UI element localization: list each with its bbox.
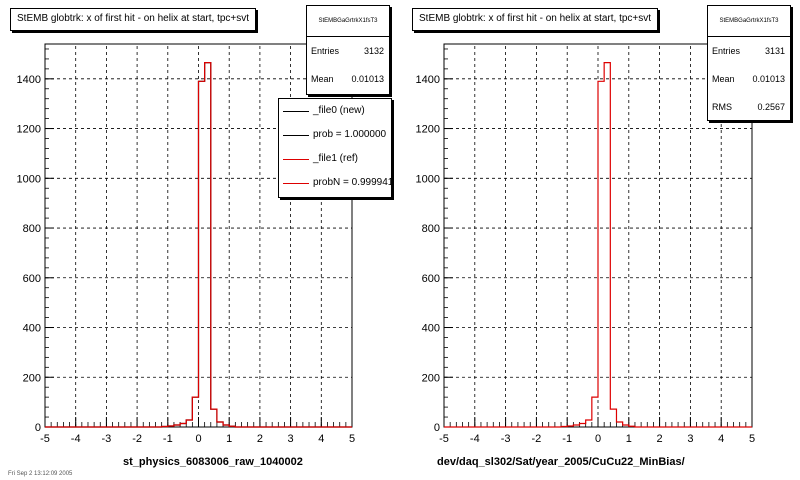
left-stats-entries-value: 3132 bbox=[363, 46, 384, 56]
left-stats-box: StEMBGaGrtrkX1fsT3 Entries 3132 Mean 0.0… bbox=[306, 5, 390, 95]
left-x-tick-label: 1 bbox=[226, 433, 232, 445]
left-legend: _file0 (new) prob = 1.000000 _file1 (ref… bbox=[278, 98, 392, 198]
legend-swatch-black bbox=[283, 135, 309, 136]
right-x-tick-label: -2 bbox=[532, 433, 542, 445]
timestamp-text: Fri Sep 2 13:12:09 2005 bbox=[8, 471, 73, 477]
left-x-tick-label: -1 bbox=[163, 433, 173, 445]
legend-entry-probn: probN = 0.999941 bbox=[279, 171, 391, 195]
right-x-tick-label: 2 bbox=[657, 433, 663, 445]
right-stats-mean-row: Mean 0.01013 bbox=[708, 65, 790, 93]
left-stats-mean-label: Mean bbox=[311, 74, 334, 84]
left-y-tick-label: 600 bbox=[23, 273, 41, 285]
legend-label-file1: _file1 (ref) bbox=[313, 153, 359, 164]
left-y-tick-label: 1000 bbox=[17, 173, 41, 185]
right-x-tick-label: 3 bbox=[687, 433, 693, 445]
right-stats-entries-row: Entries 3131 bbox=[708, 37, 790, 65]
left-x-tick-label: 5 bbox=[349, 433, 355, 445]
left-x-tick-label: -5 bbox=[40, 433, 50, 445]
left-histogram-line-_file1 (ref) bbox=[45, 62, 352, 428]
right-x-tick-label: -3 bbox=[501, 433, 511, 445]
right-stats-box: StEMBGaGrtrkX1fsT3 Entries 3131 Mean 0.0… bbox=[707, 5, 791, 121]
right-histogram-title: StEMB globtrk: x of first hit - on helix… bbox=[412, 8, 659, 31]
legend-entry-prob: prob = 1.000000 bbox=[279, 123, 391, 147]
left-y-tick-label: 800 bbox=[23, 223, 41, 235]
right-y-tick-label: 1200 bbox=[416, 124, 440, 136]
right-x-tick-label: 1 bbox=[626, 433, 632, 445]
right-x-tick-label: -5 bbox=[439, 433, 449, 445]
left-x-tick-label: -4 bbox=[71, 433, 81, 445]
left-x-axis-title: st_physics_6083006_raw_1040002 bbox=[123, 456, 303, 468]
right-stats-mean-label: Mean bbox=[712, 74, 735, 84]
left-x-tick-label: 0 bbox=[195, 433, 201, 445]
right-stats-entries-label: Entries bbox=[712, 46, 741, 56]
legend-label-file0: _file0 (new) bbox=[313, 105, 365, 116]
legend-label-prob: prob = 1.000000 bbox=[313, 129, 387, 140]
left-y-tick-label: 1400 bbox=[17, 74, 41, 86]
right-stats-mean-value: 0.01013 bbox=[752, 74, 785, 84]
right-y-tick-label: 200 bbox=[422, 372, 440, 384]
left-x-tick-label: -2 bbox=[132, 433, 142, 445]
right-x-tick-label: 5 bbox=[749, 433, 755, 445]
left-y-tick-label: 1200 bbox=[17, 124, 41, 136]
left-histogram-title: StEMB globtrk: x of first hit - on helix… bbox=[10, 8, 257, 31]
right-stats-rms-row: RMS 0.2567 bbox=[708, 93, 790, 121]
right-y-tick-label: 600 bbox=[422, 273, 440, 285]
legend-entry-file0: _file0 (new) bbox=[279, 99, 391, 123]
legend-swatch-red bbox=[283, 159, 309, 160]
right-stats-entries-value: 3131 bbox=[764, 46, 785, 56]
left-stats-entries-row: Entries 3132 bbox=[307, 37, 389, 65]
right-x-tick-label: -4 bbox=[470, 433, 480, 445]
left-x-tick-label: 4 bbox=[318, 433, 324, 445]
right-y-tick-label: 1400 bbox=[416, 74, 440, 86]
legend-label-probn: probN = 0.999941 bbox=[313, 177, 392, 188]
left-stats-entries-label: Entries bbox=[311, 46, 340, 56]
right-x-tick-label: 4 bbox=[718, 433, 724, 445]
right-stats-rms-label: RMS bbox=[712, 102, 732, 112]
left-stats-mean-value: 0.01013 bbox=[351, 74, 384, 84]
left-x-tick-label: 3 bbox=[288, 433, 294, 445]
legend-swatch-red bbox=[283, 183, 309, 184]
right-stats-name: StEMBGaGrtrkX1fsT3 bbox=[708, 6, 790, 37]
right-histogram-line-_file1 (ref) bbox=[444, 62, 752, 428]
left-stats-mean-row: Mean 0.01013 bbox=[307, 65, 389, 93]
right-x-tick-label: -1 bbox=[562, 433, 572, 445]
left-x-tick-label: -3 bbox=[102, 433, 112, 445]
left-stats-name: StEMBGaGrtrkX1fsT3 bbox=[307, 6, 389, 37]
right-y-tick-label: 400 bbox=[422, 323, 440, 335]
right-x-tick-label: 0 bbox=[595, 433, 601, 445]
right-x-axis-title: dev/daq_sl302/Sat/year_2005/CuCu22_MinBi… bbox=[437, 456, 685, 468]
right-y-tick-label: 800 bbox=[422, 223, 440, 235]
left-y-tick-label: 400 bbox=[23, 323, 41, 335]
legend-entry-file1: _file1 (ref) bbox=[279, 147, 391, 171]
left-x-tick-label: 2 bbox=[257, 433, 263, 445]
right-y-tick-label: 0 bbox=[434, 422, 440, 434]
right-stats-rms-value: 0.2567 bbox=[757, 102, 785, 112]
right-y-tick-label: 1000 bbox=[416, 173, 440, 185]
left-y-tick-label: 200 bbox=[23, 372, 41, 384]
left-y-tick-label: 0 bbox=[35, 422, 41, 434]
legend-swatch-black bbox=[283, 111, 309, 112]
